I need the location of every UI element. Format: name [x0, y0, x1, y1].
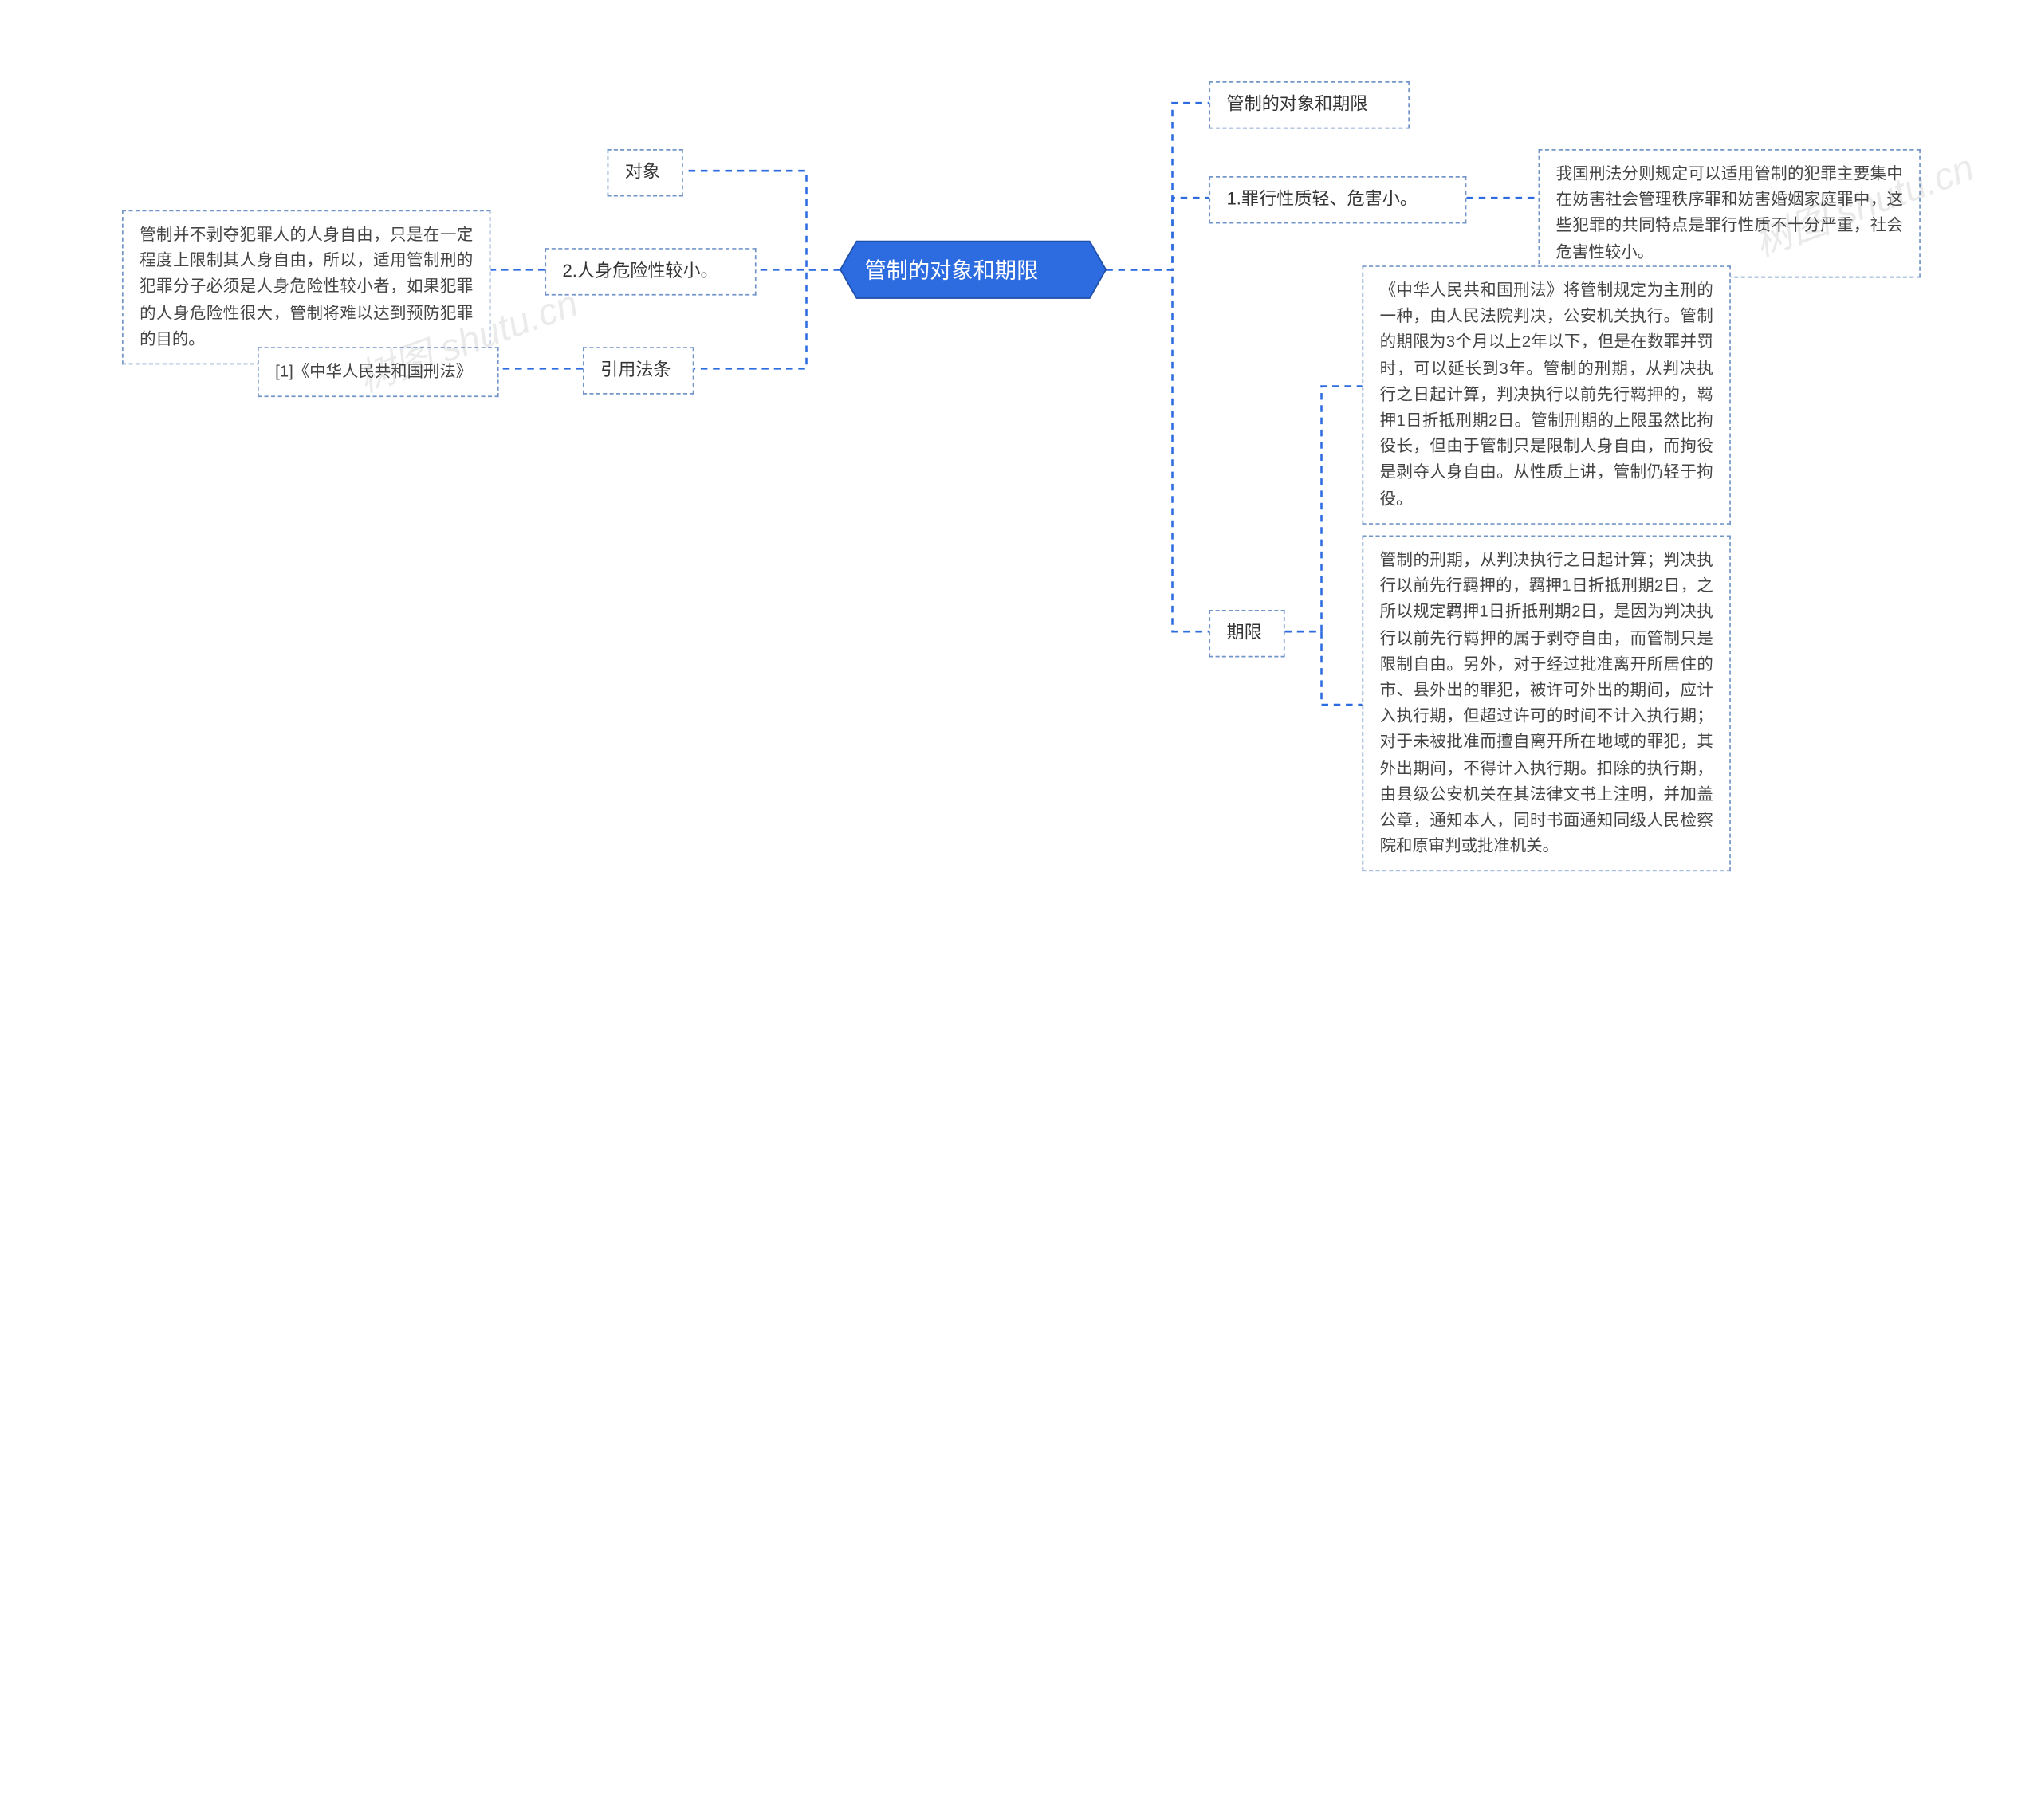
connector — [1106, 103, 1209, 269]
connector — [1106, 269, 1209, 631]
connector — [1285, 387, 1363, 632]
branch-low-risk[interactable]: 2.人身危险性较小。 — [545, 248, 756, 295]
branch-low-risk-label: 2.人身危险性较小。 — [563, 260, 718, 281]
leaf-period-desc-1: 《中华人民共和国刑法》将管制规定为主刑的一种，由人民法院判决，公安机关执行。管制… — [1363, 265, 1731, 524]
root-label: 管制的对象和期限 — [865, 260, 1039, 283]
branch-period[interactable]: 期限 — [1209, 610, 1284, 657]
mindmap-canvas: 管制的对象和期限 对象 2.人身危险性较小。 引用法条 管制并不剥夺犯罪人的人身… — [0, 0, 2041, 1820]
branch-crime-light[interactable]: 1.罪行性质轻、危害小。 — [1209, 176, 1466, 223]
leaf-citation-text: [1]《中华人民共和国刑法》 — [258, 347, 499, 397]
branch-period-label: 期限 — [1227, 622, 1262, 643]
branch-object-period[interactable]: 管制的对象和期限 — [1209, 81, 1410, 128]
leaf-citation-value: [1]《中华人民共和国刑法》 — [275, 362, 472, 381]
leaf-period-text-1: 《中华人民共和国刑法》将管制规定为主刑的一种，由人民法院判决，公安机关执行。管制… — [1380, 281, 1713, 508]
leaf-low-risk-text: 管制并不剥夺犯罪人的人身自由，只是在一定程度上限制其人身自由，所以，适用管制刑的… — [140, 225, 473, 348]
leaf-crime-light-desc: 我国刑法分则规定可以适用管制的犯罪主要集中在妨害社会管理秩序罪和妨害婚姻家庭罪中… — [1539, 149, 1921, 277]
leaf-period-text-2: 管制的刑期，从判决执行之日起计算；判决执行以前先行羁押的，羁押1日折抵刑期2日，… — [1380, 550, 1713, 855]
leaf-low-risk-desc: 管制并不剥夺犯罪人的人身自由，只是在一定程度上限制其人身自由，所以，适用管制刑的… — [122, 210, 490, 365]
leaf-period-desc-2: 管制的刑期，从判决执行之日起计算；判决执行以前先行羁押的，羁押1日折抵刑期2日，… — [1363, 536, 1731, 872]
leaf-crime-light-text: 我国刑法分则规定可以适用管制的犯罪主要集中在妨害社会管理秩序罪和妨害婚姻家庭罪中… — [1556, 164, 1903, 261]
branch-object-period-label: 管制的对象和期限 — [1227, 93, 1368, 114]
branch-citation[interactable]: 引用法条 — [583, 347, 694, 394]
connector — [1285, 631, 1363, 705]
branch-object-label: 对象 — [625, 161, 660, 182]
branch-citation-label: 引用法条 — [600, 360, 671, 380]
branch-crime-light-label: 1.罪行性质轻、危害小。 — [1227, 188, 1418, 208]
root-node[interactable]: 管制的对象和期限 — [840, 242, 1106, 304]
branch-object[interactable]: 对象 — [608, 149, 683, 196]
connector — [1106, 198, 1209, 269]
